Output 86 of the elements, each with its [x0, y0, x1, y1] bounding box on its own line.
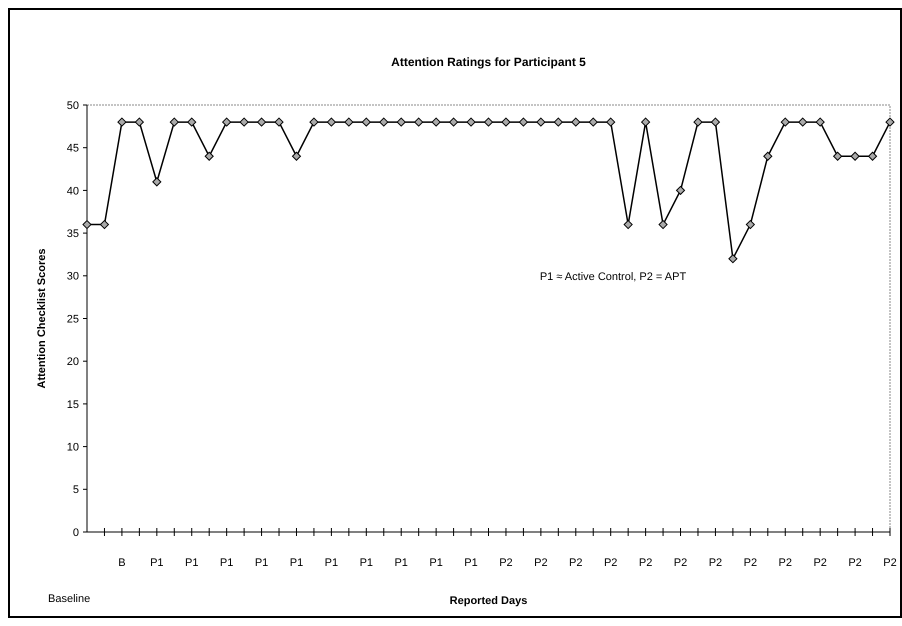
y-axis-title: Attention Checklist Scores [36, 248, 48, 388]
point [816, 118, 825, 127]
point [588, 118, 598, 127]
y-tick-label: 50 [66, 100, 79, 112]
point [134, 118, 144, 127]
x-tick-label: P1 [324, 557, 338, 569]
x-tick-label: P2 [604, 557, 618, 569]
point [850, 152, 860, 161]
point [484, 118, 493, 127]
x-tick-label: P2 [744, 557, 758, 569]
point [82, 220, 92, 230]
y-tick-label: 45 [66, 142, 79, 155]
point [170, 118, 179, 127]
x-tick-label: P2 [778, 557, 792, 569]
x-tick-label: P2 [569, 557, 583, 569]
x-tick-label: P1 [360, 557, 374, 569]
point [152, 177, 162, 186]
y-tick-label: 10 [66, 441, 79, 454]
point [187, 118, 196, 127]
point [257, 118, 266, 127]
x-tick-label: P2 [708, 557, 722, 569]
point [693, 118, 702, 127]
point [362, 118, 371, 127]
x-tick-label: P1 [464, 557, 478, 569]
chart-title: Attention Ratings for Participant 5 [391, 55, 586, 69]
point [274, 118, 284, 127]
point [606, 118, 616, 127]
y-tick-label: 15 [66, 398, 79, 411]
x-tick-label: P1 [394, 557, 408, 569]
x-tick-label: P1 [290, 557, 304, 569]
x-tick-label: P2 [638, 557, 652, 569]
x-tick-label: P2 [499, 557, 513, 569]
point [344, 118, 354, 127]
point [396, 118, 406, 127]
point [710, 118, 720, 127]
point [624, 220, 633, 230]
point [746, 220, 755, 230]
y-tick-label: 40 [66, 185, 79, 198]
annotation: P1 ≈ Active Control, P2 = APT [540, 271, 686, 283]
x-axis-title: Reported Days [450, 595, 528, 607]
point [658, 220, 668, 230]
point [326, 118, 336, 127]
point [780, 118, 790, 127]
x-tick-label: B [118, 557, 126, 569]
point [240, 118, 249, 127]
y-tick-label: 0 [72, 526, 79, 539]
point [518, 118, 528, 127]
x-tick-label: P1 [185, 557, 198, 569]
x-tick-label: P1 [254, 557, 268, 569]
point [763, 152, 772, 161]
point [379, 118, 388, 127]
point [571, 118, 580, 127]
x-tick-label: P2 [813, 557, 827, 569]
point [204, 152, 214, 161]
y-tick-label: 25 [66, 313, 79, 326]
point [798, 118, 808, 127]
x-tick-label: P1 [150, 557, 164, 569]
text: Baseline [48, 593, 90, 605]
point [728, 254, 738, 264]
y-tick-label: 30 [66, 270, 79, 283]
x-tick-label: P2 [534, 557, 548, 569]
point [309, 118, 318, 127]
point [432, 118, 441, 127]
point [292, 152, 301, 161]
point [100, 220, 109, 230]
point [449, 118, 458, 127]
x-tick-label: P1 [220, 557, 234, 569]
y-tick-label: 5 [72, 484, 79, 496]
point [466, 118, 476, 127]
point [554, 118, 563, 127]
point [117, 118, 126, 127]
y-tick-label: 20 [66, 356, 79, 368]
point [868, 152, 878, 161]
x-tick-label: P2 [848, 557, 862, 569]
point [833, 152, 842, 161]
x-tick-label: P2 [883, 557, 897, 569]
point [676, 186, 686, 195]
y-tick-label: 35 [66, 228, 79, 240]
point [886, 118, 894, 127]
point [222, 118, 232, 127]
point [501, 118, 510, 127]
x-tick-label: P2 [674, 557, 688, 569]
point [536, 118, 546, 127]
x-tick-label: P1 [429, 557, 443, 569]
point [641, 118, 650, 127]
point [414, 118, 424, 127]
